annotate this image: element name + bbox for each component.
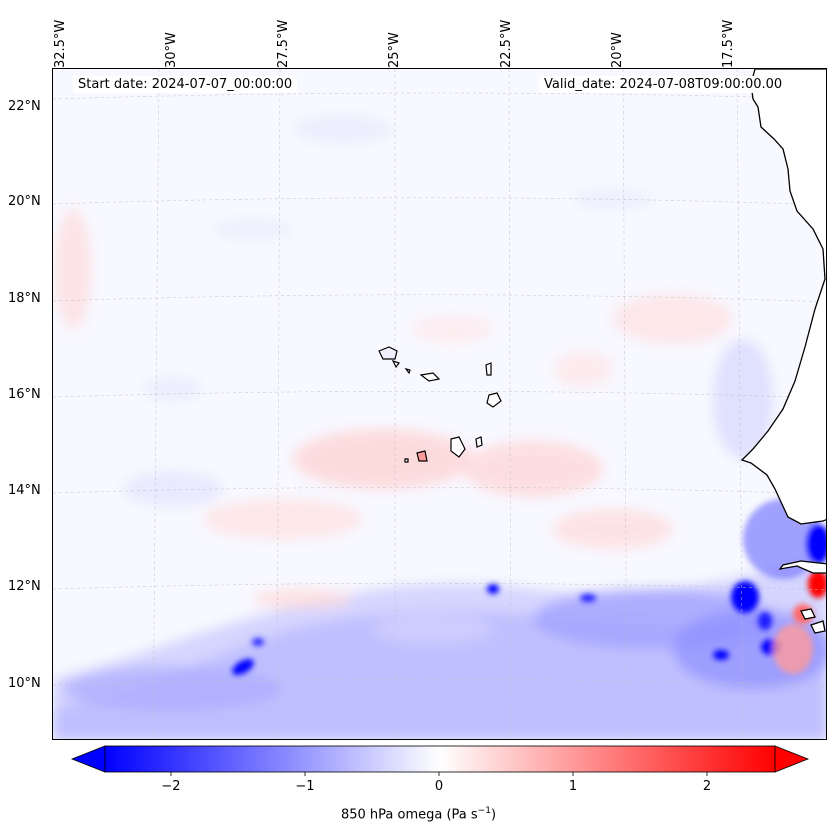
colorbar-tick-neg1: −1 — [295, 779, 315, 794]
start-date-label: Start date: 2024-07-07_00:00:00 — [73, 76, 298, 93]
colorbar-label: 850 hPa omega (Pa s−1) — [0, 806, 837, 822]
lat-label-12n: 12°N — [8, 579, 41, 594]
omega-field-south-belt — [53, 559, 826, 739]
lat-label-14n: 14°N — [8, 483, 41, 498]
valid-date-label: Valid_date: 2024-07-08T09:00:00.00 — [539, 76, 788, 93]
cape-verde-islands — [378, 346, 502, 463]
lon-label-17-5w: 17.5°W — [721, 19, 736, 68]
lat-label-22n: 22°N — [8, 99, 41, 114]
lat-label-20n: 20°N — [8, 194, 41, 209]
africa-coastline — [740, 69, 826, 634]
lon-label-32-5w: 32.5°W — [53, 19, 68, 68]
map-gridlines — [53, 69, 826, 739]
colorbar-tick-1: 1 — [568, 779, 578, 794]
lon-label-25w: 25°W — [387, 32, 402, 68]
colorbar-tick-0: 0 — [434, 779, 444, 794]
lat-label-16n: 16°N — [8, 387, 41, 402]
colorbar-label-main: 850 hPa omega (Pa s — [340, 807, 478, 823]
colorbar-gradient — [104, 745, 776, 773]
map-panel — [52, 68, 827, 740]
colorbar-label-exponent: −1 — [477, 806, 491, 816]
omega-field-mid — [123, 339, 773, 549]
colorbar-tick-neg2: −2 — [161, 779, 181, 794]
colorbar-min-extend — [70, 745, 106, 773]
lat-label-10n: 10°N — [8, 676, 41, 691]
colorbar-max-extend — [774, 745, 810, 773]
lat-label-18n: 18°N — [8, 291, 41, 306]
lon-label-22-5w: 22.5°W — [499, 19, 514, 68]
omega-field-north — [55, 115, 733, 401]
colorbar — [70, 745, 810, 776]
lon-label-27-5w: 27.5°W — [276, 19, 291, 68]
omega-field-map — [53, 69, 826, 739]
colorbar-label-close: ) — [490, 807, 497, 823]
lon-label-30w: 30°W — [164, 32, 179, 68]
lon-label-20w: 20°W — [610, 32, 625, 68]
colorbar-tick-2: 2 — [702, 779, 712, 794]
